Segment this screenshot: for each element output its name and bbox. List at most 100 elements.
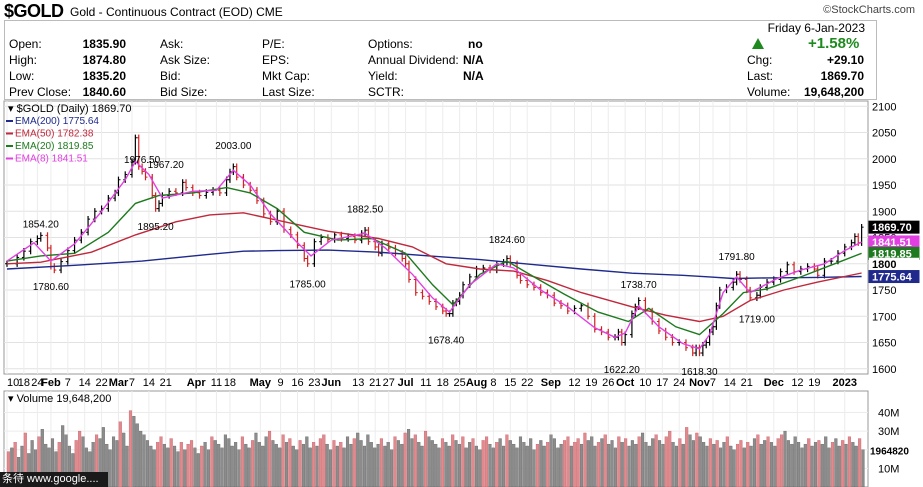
- volume-label: Volume:: [747, 85, 791, 99]
- x-tick-label: 7: [710, 377, 716, 389]
- high-label: High:: [9, 53, 38, 67]
- brand-logo[interactable]: ©StockCharts.com: [823, 4, 915, 16]
- y-tick-label: 2000: [872, 154, 896, 166]
- volume-bar: [491, 447, 495, 487]
- volume-bar: [315, 445, 319, 487]
- volume-tick-label: 40M: [878, 407, 899, 419]
- price-annotation: 1854.20: [23, 219, 60, 230]
- x-tick-label: 23: [308, 377, 320, 389]
- volume-bar: [756, 434, 760, 487]
- price-annotation: 1895.20: [138, 222, 175, 233]
- volume-bar: [10, 447, 14, 487]
- volume-bar: [278, 447, 282, 487]
- volume-bar: [91, 442, 95, 487]
- x-tick-label: 21: [160, 377, 172, 389]
- volume-bar: [498, 438, 502, 487]
- x-tick-label: 8: [490, 377, 496, 389]
- volume-tag: [869, 444, 923, 457]
- ema8-line: [6, 160, 862, 350]
- x-tick-label: 17: [656, 377, 668, 389]
- price-annotation: 1780.60: [33, 282, 70, 293]
- volume-bar: [166, 447, 170, 487]
- x-tick-label: 14: [79, 377, 91, 389]
- quote-header: $GOLD Gold - Continuous Contract (EOD) C…: [0, 0, 923, 100]
- volume-bar: [647, 445, 651, 487]
- legend-entry: EMA(200) 1775.64: [15, 116, 99, 127]
- volume-bar: [532, 449, 536, 487]
- price-annotation: 1738.70: [621, 280, 658, 291]
- volume-bar: [366, 434, 370, 487]
- volume-bar: [691, 440, 695, 487]
- volume-bar: [529, 438, 533, 487]
- volume-bar: [681, 443, 685, 487]
- volume-bar: [501, 445, 506, 487]
- x-tick-label: 10: [7, 377, 19, 389]
- volume-bar: [705, 445, 709, 487]
- price-annotation: 1622.20: [604, 365, 641, 376]
- volume-bar: [128, 410, 133, 487]
- ask-label: Ask:: [160, 37, 184, 51]
- volume-bar: [735, 443, 740, 487]
- x-tick-label: 13: [352, 377, 364, 389]
- options-label: Options:: [368, 37, 413, 51]
- volume-bar: [780, 434, 784, 487]
- volume-bar: [20, 445, 24, 487]
- volume-bar: [213, 440, 217, 487]
- change-percent: +1.58%: [808, 35, 860, 52]
- x-tick-label: 11: [211, 377, 222, 389]
- volume-bar: [746, 442, 750, 487]
- volume-bar: [749, 445, 753, 487]
- volume-bar: [708, 438, 712, 487]
- x-tick-label: May: [250, 377, 272, 389]
- volume-bar: [664, 436, 668, 487]
- volume-bar: [203, 442, 207, 487]
- volume-bar: [444, 442, 448, 487]
- volume-bar: [193, 447, 197, 487]
- x-tick-label: Aug: [466, 377, 487, 389]
- volume-bar: [712, 443, 716, 487]
- volume-bar: [78, 430, 82, 487]
- volume-bar: [149, 445, 153, 487]
- volume-bar: [81, 436, 85, 487]
- volume-bar: [668, 430, 672, 487]
- volume-bar: [613, 447, 617, 487]
- ema50-line: [6, 212, 862, 323]
- price-tag-label: 1869.70: [872, 222, 912, 234]
- x-tick-label: 26: [602, 377, 614, 389]
- volume-bar: [742, 447, 746, 487]
- volume-bar: [162, 443, 166, 487]
- volume-bar: [776, 438, 780, 487]
- x-tick-label: 12: [791, 377, 803, 389]
- x-tick-label: 16: [291, 377, 303, 389]
- x-tick-label: 15: [504, 377, 516, 389]
- volume-bar: [251, 440, 255, 487]
- x-tick-label: Jun: [322, 377, 342, 389]
- x-tick-label: 7: [129, 377, 135, 389]
- volume-bar: [362, 445, 367, 487]
- volume-bar: [206, 449, 211, 487]
- volume-bar: [27, 453, 31, 487]
- price-annotation: 1791.80: [719, 252, 756, 263]
- y-tick-label: 1650: [872, 338, 896, 350]
- x-tick-label: 12: [568, 377, 580, 389]
- open-value: 1835.90: [82, 37, 126, 51]
- volume-bar: [627, 445, 631, 487]
- volume-bar: [569, 445, 573, 487]
- quote-box: [4, 20, 877, 100]
- volume-bar: [607, 443, 611, 487]
- volume-bar: [430, 440, 434, 487]
- volume-bar: [396, 440, 400, 487]
- price-chart[interactable]: 2100205020001950190018501800175017001650…: [0, 100, 923, 487]
- volume-bar: [247, 447, 251, 487]
- volume-bar: [318, 438, 322, 487]
- volume-bar: [474, 445, 478, 487]
- volume-bar: [295, 449, 299, 487]
- volume-bar: [478, 449, 482, 487]
- volume-bar: [471, 438, 475, 487]
- volume-bar: [373, 447, 377, 487]
- price-annotation: 1882.50: [347, 204, 384, 215]
- volume-bar: [715, 440, 719, 487]
- volume-bar: [108, 449, 112, 487]
- volume-bar: [851, 442, 855, 487]
- volume-bar: [322, 434, 326, 487]
